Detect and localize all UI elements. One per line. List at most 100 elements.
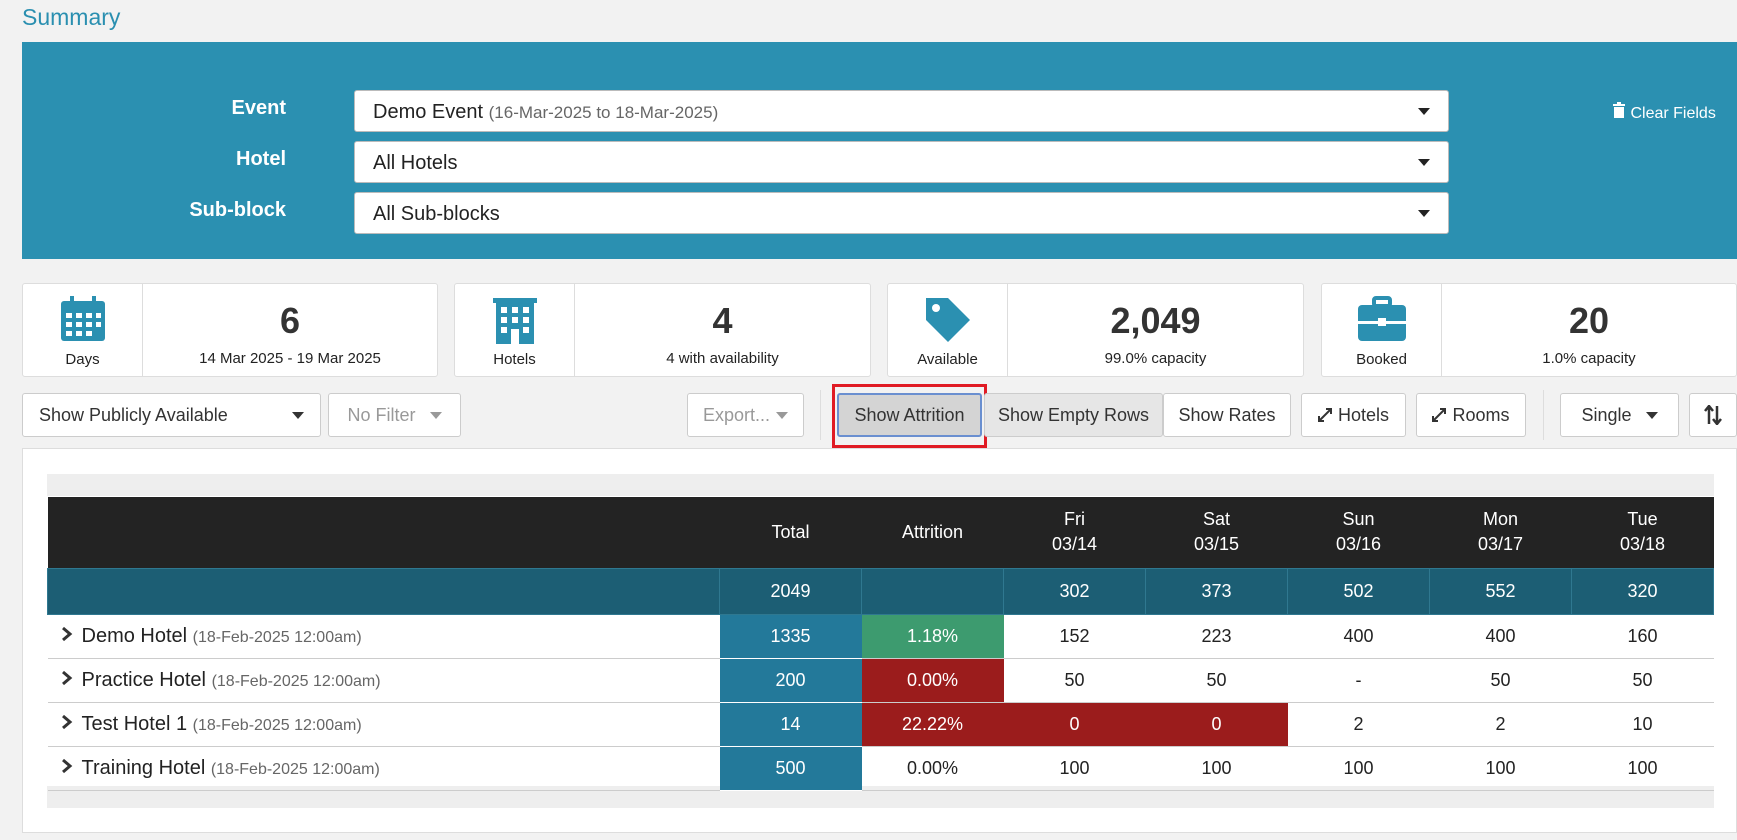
trash-icon xyxy=(1613,102,1625,118)
stat-card: Booked 20 1.0% capacity xyxy=(1321,283,1737,377)
day-date: 03/14 xyxy=(1051,534,1098,555)
day-header: Mon 03/17 xyxy=(1429,497,1572,568)
subblock-select[interactable]: All Sub-blocks xyxy=(354,192,1449,234)
clear-text: Clear Fields xyxy=(1630,105,1716,122)
day-cell: 100 xyxy=(1145,746,1288,791)
day-cell: 223 xyxy=(1145,614,1288,659)
day-cell: 152 xyxy=(1003,614,1146,659)
tag-icon xyxy=(925,298,970,342)
hotel-name[interactable]: Practice Hotel (18-Feb-2025 12:00am) xyxy=(47,658,720,703)
field-label: Sub-block xyxy=(189,199,286,221)
stat-label: Hotels xyxy=(493,351,536,368)
day-cell: 10 xyxy=(1571,702,1714,747)
hotel-title: Training Hotel xyxy=(81,756,206,779)
totals-cell: 2049 xyxy=(719,567,862,615)
day-date: 03/15 xyxy=(1193,534,1240,555)
day-name: Tue xyxy=(1627,509,1658,530)
hotel-row: Practice Hotel (18-Feb-2025 12:00am) 200 0… xyxy=(47,658,1714,703)
stat-detail: 99.0% capacity xyxy=(1104,350,1207,367)
scrollbar-top[interactable] xyxy=(47,474,1714,496)
export-dropdown[interactable]: Export... xyxy=(687,393,804,437)
hotel-name[interactable]: Test Hotel 1 (18-Feb-2025 12:00am) xyxy=(47,702,720,747)
expand-hotels-button[interactable]: Hotels xyxy=(1301,393,1406,437)
stat-card: Days 6 14 Mar 2025 - 19 Mar 2025 xyxy=(22,283,438,377)
event-select[interactable]: Demo Event (16-Mar-2025 to 18-Mar-2025) xyxy=(354,90,1449,132)
stat-value: 20 xyxy=(1568,300,1610,341)
attrition-cell: 22.22% xyxy=(861,702,1004,747)
hotel-select[interactable]: All Hotels xyxy=(354,141,1449,183)
totals-cell: 320 xyxy=(1571,567,1714,615)
total-cell: 14 xyxy=(719,702,862,747)
sort-icon xyxy=(1704,405,1722,425)
select-detail: (16-Mar-2025 to 18-Mar-2025) xyxy=(488,103,719,122)
briefcase-icon xyxy=(1357,296,1406,341)
button-text: Single xyxy=(1581,404,1632,425)
day-date: 03/18 xyxy=(1619,534,1666,555)
day-cell: - xyxy=(1287,658,1430,703)
expand-chevron xyxy=(61,714,72,729)
stat-label: Available xyxy=(917,351,978,368)
totals-cell: 302 xyxy=(1003,567,1146,615)
stat-detail: 4 with availability xyxy=(666,350,779,367)
mode-dropdown[interactable]: Single xyxy=(1560,393,1679,437)
hotel-row: Test Hotel 1 (18-Feb-2025 12:00am) 14 22.2… xyxy=(47,702,1714,747)
button-text: Hotels xyxy=(1337,404,1390,425)
button-text: Show Attrition xyxy=(854,404,965,425)
day-cell: 2 xyxy=(1429,702,1572,747)
show-rates-button[interactable]: Show Rates xyxy=(1163,393,1291,437)
header-cell: Total xyxy=(719,497,862,568)
hotel-name[interactable]: Training Hotel (18-Feb-2025 12:00am) xyxy=(47,746,720,791)
day-cell: 100 xyxy=(1003,746,1146,791)
day-cell: 0 xyxy=(1145,702,1288,747)
expand-chevron xyxy=(61,670,72,685)
totals-cell: 373 xyxy=(1145,567,1288,615)
totals-cell xyxy=(861,567,1004,615)
hotel-title: Test Hotel 1 xyxy=(81,712,188,735)
stat-label: Booked xyxy=(1356,351,1407,368)
day-name: Sat xyxy=(1202,509,1231,530)
hotel-name[interactable]: Demo Hotel (18-Feb-2025 12:00am) xyxy=(47,614,720,659)
day-cell: 100 xyxy=(1429,746,1572,791)
sort-button[interactable] xyxy=(1689,393,1737,437)
stat-value: 2,049 xyxy=(1110,300,1201,341)
attrition-cell: 0.00% xyxy=(861,658,1004,703)
button-text: Rooms xyxy=(1452,404,1510,425)
select-value: All Sub-blocks xyxy=(373,203,500,225)
scrollbar-bottom[interactable] xyxy=(47,786,1714,808)
expand-rooms-button[interactable]: Rooms xyxy=(1416,393,1526,437)
expand-chevron xyxy=(61,758,72,773)
expand-icon xyxy=(1432,408,1447,422)
day-cell: 100 xyxy=(1571,746,1714,791)
availability-dropdown[interactable]: Show Publicly Available xyxy=(22,393,321,437)
day-header: Sun 03/16 xyxy=(1287,497,1430,568)
total-cell: 500 xyxy=(719,746,862,791)
select-value: Demo Event xyxy=(373,101,484,123)
show-empty-rows-button[interactable]: Show Empty Rows xyxy=(984,393,1163,437)
highlight-box xyxy=(832,384,987,448)
stat-label: Days xyxy=(65,351,100,368)
stat-card: Hotels 4 4 with availability xyxy=(454,283,871,377)
stat-value: 4 xyxy=(712,300,733,341)
day-header: Tue 03/18 xyxy=(1571,497,1714,568)
building-icon xyxy=(492,298,537,344)
button-text: No Filter xyxy=(347,404,416,425)
attrition-cell: 0.00% xyxy=(861,746,1004,791)
button-text: Show Empty Rows xyxy=(997,404,1150,425)
day-cell: 100 xyxy=(1287,746,1430,791)
clear-fields[interactable]: Clear Fields xyxy=(1612,102,1716,123)
show-attrition-button[interactable]: Show Attrition xyxy=(837,393,982,437)
header-row: Total Attrition Fri 03/14 Sat 03/15 Sun 03/16 Mo… xyxy=(47,497,1714,568)
filter-panel: Clear Fields Event Demo Event (16-Mar-20… xyxy=(22,42,1737,259)
filter-dropdown[interactable]: No Filter xyxy=(328,393,461,437)
totals-cell xyxy=(47,567,720,615)
expand-icon xyxy=(1317,408,1332,422)
day-cell: 50 xyxy=(1003,658,1146,703)
day-cell: 0 xyxy=(1003,702,1146,747)
stat-detail: 1.0% capacity xyxy=(1542,350,1636,367)
totals-cell: 552 xyxy=(1429,567,1572,615)
button-text: Show Rates xyxy=(1178,404,1276,425)
select-value: All Hotels xyxy=(373,152,458,174)
expand-chevron xyxy=(61,626,72,641)
totals-row: 2049 302 373 502 552 320 xyxy=(47,567,1714,615)
